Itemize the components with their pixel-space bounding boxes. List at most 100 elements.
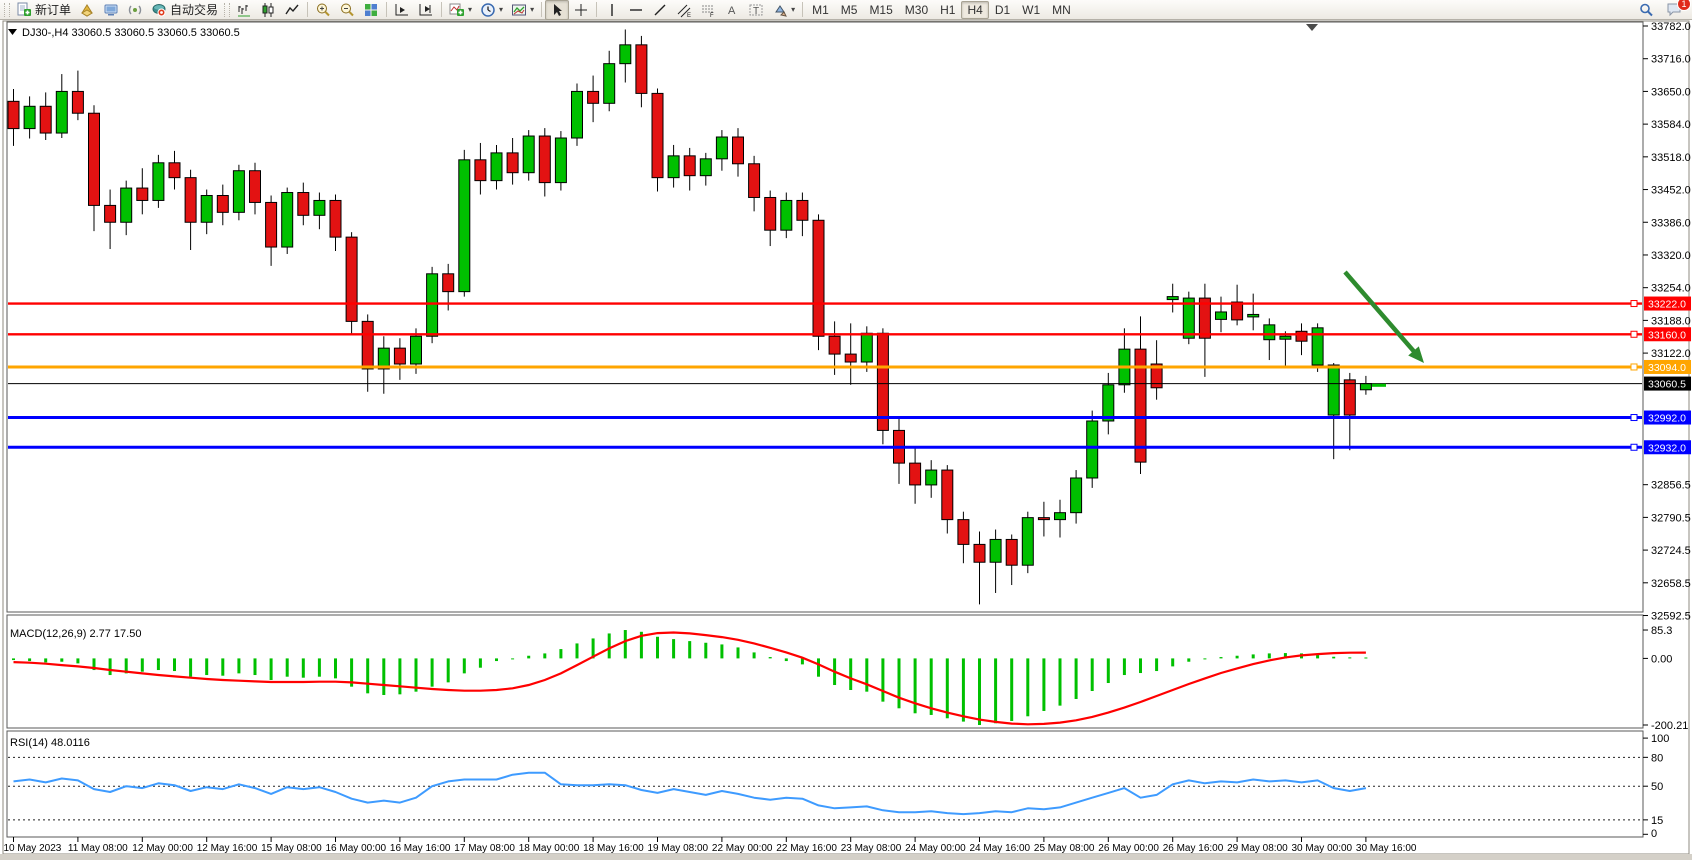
- time-tick-label[interactable]: 23 May 08:00: [841, 843, 902, 854]
- periods-button[interactable]: ▾: [476, 0, 507, 20]
- time-tick-label[interactable]: 24 May 16:00: [970, 843, 1031, 854]
- candlestick-chart-button[interactable]: [256, 0, 280, 20]
- time-tick-label[interactable]: 26 May 16:00: [1163, 843, 1224, 854]
- line-endpoint-handle[interactable]: [1630, 300, 1638, 308]
- candle-bearish: [1037, 517, 1050, 521]
- time-tick-label[interactable]: 29 May 08:00: [1227, 843, 1288, 854]
- line-endpoint-handle[interactable]: [1630, 363, 1638, 371]
- shapes-icon: [775, 4, 787, 17]
- candle-bearish: [168, 162, 181, 179]
- line-endpoint-handle[interactable]: [1630, 414, 1638, 422]
- timeframe-M30[interactable]: M30: [904, 2, 929, 17]
- symbol-menu-icon[interactable]: [8, 29, 17, 35]
- macd-histogram-bar: [1139, 658, 1142, 674]
- zoom-out-button[interactable]: [335, 0, 359, 20]
- macd-histogram-bar: [350, 658, 354, 687]
- time-tick-label[interactable]: 11 May 08:00: [68, 843, 128, 854]
- time-tick-label[interactable]: 24 May 00:00: [905, 843, 966, 854]
- trend-arrow[interactable]: [1343, 270, 1420, 357]
- macd-histogram-bar: [768, 657, 772, 659]
- candle-bearish: [474, 159, 487, 182]
- timeframe-M5[interactable]: M5: [840, 2, 858, 17]
- timeframe-M15[interactable]: M15: [869, 2, 893, 17]
- timeframe-M1[interactable]: M1: [812, 2, 829, 17]
- candle-bullish: [1070, 477, 1083, 514]
- chart-shift-button[interactable]: [414, 0, 438, 20]
- chart-shift-marker[interactable]: [1306, 24, 1318, 31]
- zoom-in-button[interactable]: [311, 0, 335, 20]
- fibonacci-tool-button[interactable]: F: [696, 0, 720, 20]
- tile-windows-button[interactable]: [359, 0, 383, 20]
- timeframe-D1[interactable]: D1: [994, 2, 1011, 17]
- svg-text:E: E: [687, 13, 691, 18]
- horizontal-line-tool-button[interactable]: [624, 0, 648, 20]
- macd-histogram-bar: [1267, 653, 1271, 659]
- candle-bearish: [506, 152, 519, 174]
- line-endpoint-handle[interactable]: [1630, 443, 1638, 451]
- text-label-tool-button[interactable]: T: [744, 0, 768, 20]
- timeframe-W1[interactable]: W1: [1022, 2, 1041, 17]
- bar-chart-button[interactable]: [232, 0, 256, 20]
- trend-arrow-head[interactable]: [1408, 346, 1424, 363]
- time-tick-label[interactable]: 15 May 08:00: [261, 843, 322, 854]
- time-tick-label[interactable]: 12 May 00:00: [132, 843, 193, 854]
- time-tick-label[interactable]: 18 May 00:00: [519, 843, 580, 854]
- search-button[interactable]: [1634, 0, 1658, 20]
- timeframe-H4[interactable]: H4: [961, 0, 989, 19]
- time-tick-label[interactable]: 30 May 00:00: [1292, 843, 1353, 854]
- macd-histogram-bar: [1364, 657, 1368, 659]
- time-tick-label[interactable]: 16 May 16:00: [390, 843, 451, 854]
- terminal-icon: [104, 4, 118, 15]
- crosshair-tool-button[interactable]: [569, 0, 593, 20]
- macd-histogram-bar: [881, 658, 885, 702]
- line-endpoint-handle[interactable]: [1630, 330, 1638, 338]
- rsi-tick-label: 100: [1651, 733, 1669, 745]
- vertical-line-tool-button[interactable]: [600, 0, 624, 20]
- time-tick-label[interactable]: 10 May 2023: [4, 843, 62, 854]
- time-tick-label[interactable]: 22 May 00:00: [712, 843, 773, 854]
- candle-bullish: [571, 90, 583, 139]
- time-tick-label[interactable]: 12 May 16:00: [197, 843, 258, 854]
- time-tick-label[interactable]: 25 May 08:00: [1034, 843, 1095, 854]
- price-tick-label: 33320.0: [1651, 250, 1691, 262]
- time-tick-label[interactable]: 19 May 08:00: [648, 843, 709, 854]
- signals-button[interactable]: [123, 0, 147, 20]
- time-tick-label[interactable]: 30 May 16:00: [1356, 843, 1417, 854]
- toolbar-grip[interactable]: [224, 2, 231, 17]
- metaeditor-button[interactable]: [75, 0, 99, 20]
- auto-scroll-button[interactable]: [390, 0, 414, 20]
- trendline-icon: [654, 4, 666, 15]
- time-tick-label[interactable]: 16 May 00:00: [326, 843, 387, 854]
- candle-bearish: [1198, 297, 1211, 339]
- time-tick-label[interactable]: 22 May 16:00: [776, 843, 837, 854]
- notifications-button[interactable]: 1: [1662, 0, 1691, 20]
- price-tick-label: 33518.0: [1651, 152, 1691, 164]
- templates-button[interactable]: ▾: [507, 0, 538, 20]
- macd-histogram-bar: [173, 658, 176, 672]
- macd-histogram-bar: [817, 658, 820, 677]
- text-tool-button[interactable]: A: [720, 0, 744, 20]
- new-order-button[interactable]: 新订单: [12, 0, 75, 20]
- indicators-button[interactable]: ▾: [445, 0, 476, 20]
- candle-bearish: [329, 199, 342, 238]
- autotrading-button[interactable]: 自动交易: [147, 0, 222, 20]
- time-tick-label[interactable]: 26 May 00:00: [1098, 843, 1159, 854]
- shapes-tool-button[interactable]: ▾: [768, 0, 799, 20]
- price-tick-label: 32724.5: [1651, 545, 1691, 557]
- timeframe-H1[interactable]: H1: [940, 2, 956, 17]
- terminal-button[interactable]: [99, 0, 123, 20]
- macd-histogram-bar: [366, 658, 370, 694]
- trendline-tool-button[interactable]: [648, 0, 672, 20]
- toolbar-grip[interactable]: [4, 2, 10, 17]
- channel-tool-button[interactable]: E: [672, 0, 696, 20]
- time-tick-label[interactable]: 17 May 08:00: [454, 843, 515, 854]
- candle-bearish: [973, 543, 986, 563]
- macd-histogram-bar: [752, 652, 756, 659]
- line-chart-button[interactable]: [280, 0, 304, 20]
- timeframe-MN[interactable]: MN: [1052, 2, 1071, 17]
- price-tick-label: 32856.5: [1651, 480, 1691, 492]
- time-tick-label[interactable]: 18 May 16:00: [583, 843, 644, 854]
- macd-histogram-bar: [1348, 657, 1352, 659]
- cursor-tool-button[interactable]: [545, 0, 570, 20]
